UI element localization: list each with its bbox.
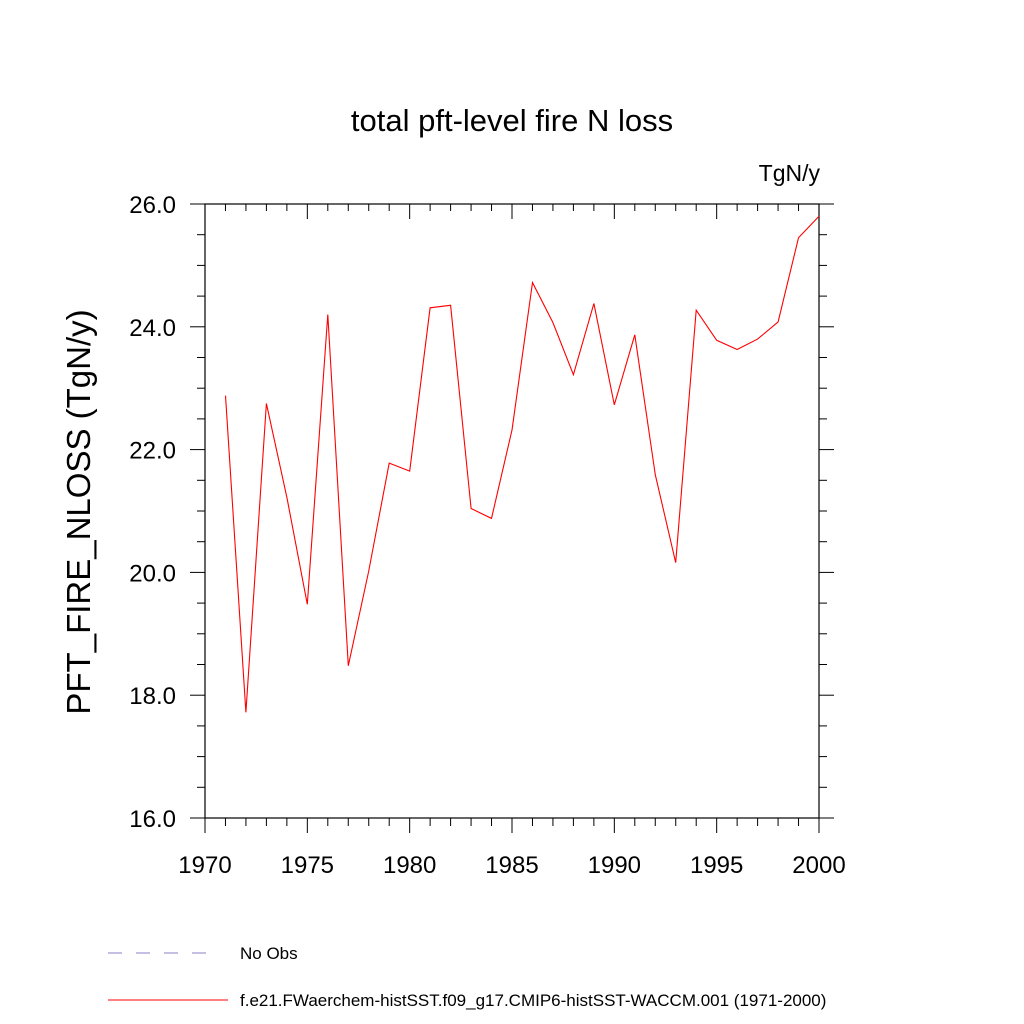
legend: No Obs f.e21.FWaerchem-histSST.f09_g17.C… [108, 944, 826, 1010]
y-tick-label: 24.0 [129, 315, 176, 342]
x-tick-label: 1990 [588, 852, 641, 879]
y-tick-label: 16.0 [129, 806, 176, 833]
y-tick-label: 26.0 [129, 192, 176, 219]
x-tick-label: 1975 [281, 852, 334, 879]
series-layer [224, 215, 820, 713]
x-tick-label: 1980 [383, 852, 436, 879]
axis-ticks [190, 203, 834, 833]
units-label: TgN/y [759, 160, 821, 186]
chart-title: total pft-level fire N loss [351, 103, 673, 138]
x-tick-label: 1970 [178, 852, 231, 879]
y-tick-label: 22.0 [129, 438, 176, 465]
legend-label-model: f.e21.FWaerchem-histSST.f09_g17.CMIP6-hi… [240, 991, 826, 1010]
y-tick-label: 18.0 [129, 683, 176, 710]
y-axis-label: PFT_FIRE_NLOSS (TgN/y) [60, 309, 97, 714]
plot-frame [204, 203, 820, 819]
legend-label-no-obs: No Obs [240, 944, 298, 963]
y-tick-label: 20.0 [129, 560, 176, 587]
x-tick-label: 2000 [792, 852, 845, 879]
series-line-0 [224, 215, 820, 713]
tick-labels: 1970 1975 1980 1985 1990 1995 2000 16.0 18.0 20.0… [129, 192, 845, 879]
x-tick-label: 1995 [690, 852, 743, 879]
x-tick-label: 1985 [485, 852, 538, 879]
